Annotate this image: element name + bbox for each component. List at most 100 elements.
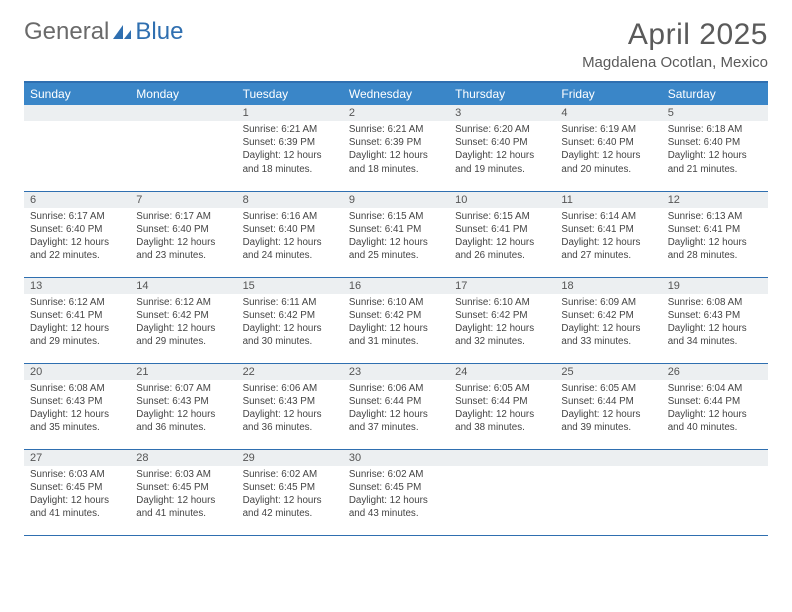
sunset-line: Sunset: 6:40 PM	[561, 136, 655, 149]
sunrise-line: Sunrise: 6:20 AM	[455, 123, 549, 136]
daylight-line: Daylight: 12 hours and 23 minutes.	[136, 236, 230, 262]
daylight-line: Daylight: 12 hours and 33 minutes.	[561, 322, 655, 348]
sunset-line: Sunset: 6:43 PM	[30, 395, 124, 408]
weekday-header: Tuesday	[237, 82, 343, 105]
day-body: Sunrise: 6:06 AMSunset: 6:43 PMDaylight:…	[237, 380, 343, 439]
sunset-line: Sunset: 6:43 PM	[136, 395, 230, 408]
daylight-line: Daylight: 12 hours and 43 minutes.	[349, 494, 443, 520]
calendar-day-cell: 19Sunrise: 6:08 AMSunset: 6:43 PMDayligh…	[662, 277, 768, 363]
daylight-line: Daylight: 12 hours and 31 minutes.	[349, 322, 443, 348]
weekday-header: Monday	[130, 82, 236, 105]
daylight-line: Daylight: 12 hours and 26 minutes.	[455, 236, 549, 262]
calendar-week-row: 27Sunrise: 6:03 AMSunset: 6:45 PMDayligh…	[24, 449, 768, 535]
day-number: 13	[24, 278, 130, 294]
sunrise-line: Sunrise: 6:21 AM	[349, 123, 443, 136]
sunset-line: Sunset: 6:42 PM	[561, 309, 655, 322]
day-number: 3	[449, 105, 555, 121]
sunrise-line: Sunrise: 6:16 AM	[243, 210, 337, 223]
sunset-line: Sunset: 6:44 PM	[455, 395, 549, 408]
day-number: 6	[24, 192, 130, 208]
calendar-week-row: 6Sunrise: 6:17 AMSunset: 6:40 PMDaylight…	[24, 191, 768, 277]
calendar-week-row: 20Sunrise: 6:08 AMSunset: 6:43 PMDayligh…	[24, 363, 768, 449]
day-body: Sunrise: 6:21 AMSunset: 6:39 PMDaylight:…	[343, 121, 449, 180]
calendar-day-cell: 16Sunrise: 6:10 AMSunset: 6:42 PMDayligh…	[343, 277, 449, 363]
sunset-line: Sunset: 6:45 PM	[243, 481, 337, 494]
sunrise-line: Sunrise: 6:12 AM	[136, 296, 230, 309]
sunset-line: Sunset: 6:41 PM	[349, 223, 443, 236]
day-body: Sunrise: 6:05 AMSunset: 6:44 PMDaylight:…	[449, 380, 555, 439]
sunset-line: Sunset: 6:42 PM	[136, 309, 230, 322]
day-number-empty	[449, 450, 555, 466]
day-body: Sunrise: 6:10 AMSunset: 6:42 PMDaylight:…	[449, 294, 555, 353]
sunrise-line: Sunrise: 6:13 AM	[668, 210, 762, 223]
daylight-line: Daylight: 12 hours and 24 minutes.	[243, 236, 337, 262]
day-number: 4	[555, 105, 661, 121]
calendar-day-cell: 29Sunrise: 6:02 AMSunset: 6:45 PMDayligh…	[237, 449, 343, 535]
daylight-line: Daylight: 12 hours and 41 minutes.	[30, 494, 124, 520]
sunset-line: Sunset: 6:40 PM	[243, 223, 337, 236]
sunrise-line: Sunrise: 6:02 AM	[349, 468, 443, 481]
calendar-day-cell: 13Sunrise: 6:12 AMSunset: 6:41 PMDayligh…	[24, 277, 130, 363]
daylight-line: Daylight: 12 hours and 20 minutes.	[561, 149, 655, 175]
sunrise-line: Sunrise: 6:17 AM	[30, 210, 124, 223]
day-number: 19	[662, 278, 768, 294]
day-body: Sunrise: 6:04 AMSunset: 6:44 PMDaylight:…	[662, 380, 768, 439]
sunrise-line: Sunrise: 6:06 AM	[349, 382, 443, 395]
day-number: 9	[343, 192, 449, 208]
day-number: 18	[555, 278, 661, 294]
sunset-line: Sunset: 6:40 PM	[455, 136, 549, 149]
page-title: April 2025	[582, 18, 768, 52]
daylight-line: Daylight: 12 hours and 25 minutes.	[349, 236, 443, 262]
day-number: 11	[555, 192, 661, 208]
calendar-week-row: 1Sunrise: 6:21 AMSunset: 6:39 PMDaylight…	[24, 105, 768, 191]
calendar-day-cell: 17Sunrise: 6:10 AMSunset: 6:42 PMDayligh…	[449, 277, 555, 363]
calendar-day-cell: 25Sunrise: 6:05 AMSunset: 6:44 PMDayligh…	[555, 363, 661, 449]
daylight-line: Daylight: 12 hours and 30 minutes.	[243, 322, 337, 348]
sunrise-line: Sunrise: 6:03 AM	[136, 468, 230, 481]
day-number: 16	[343, 278, 449, 294]
sunrise-line: Sunrise: 6:04 AM	[668, 382, 762, 395]
weekday-header: Sunday	[24, 82, 130, 105]
day-number: 12	[662, 192, 768, 208]
day-number: 14	[130, 278, 236, 294]
sunset-line: Sunset: 6:41 PM	[561, 223, 655, 236]
sunrise-line: Sunrise: 6:19 AM	[561, 123, 655, 136]
daylight-line: Daylight: 12 hours and 28 minutes.	[668, 236, 762, 262]
daylight-line: Daylight: 12 hours and 34 minutes.	[668, 322, 762, 348]
calendar-day-cell: 26Sunrise: 6:04 AMSunset: 6:44 PMDayligh…	[662, 363, 768, 449]
calendar-day-cell: 6Sunrise: 6:17 AMSunset: 6:40 PMDaylight…	[24, 191, 130, 277]
sunset-line: Sunset: 6:39 PM	[349, 136, 443, 149]
day-body: Sunrise: 6:12 AMSunset: 6:42 PMDaylight:…	[130, 294, 236, 353]
day-body: Sunrise: 6:14 AMSunset: 6:41 PMDaylight:…	[555, 208, 661, 267]
day-body: Sunrise: 6:12 AMSunset: 6:41 PMDaylight:…	[24, 294, 130, 353]
day-body: Sunrise: 6:17 AMSunset: 6:40 PMDaylight:…	[24, 208, 130, 267]
day-body: Sunrise: 6:10 AMSunset: 6:42 PMDaylight:…	[343, 294, 449, 353]
calendar-day-cell: 30Sunrise: 6:02 AMSunset: 6:45 PMDayligh…	[343, 449, 449, 535]
sunset-line: Sunset: 6:42 PM	[349, 309, 443, 322]
day-number: 1	[237, 105, 343, 121]
day-body: Sunrise: 6:03 AMSunset: 6:45 PMDaylight:…	[24, 466, 130, 525]
sunrise-line: Sunrise: 6:07 AM	[136, 382, 230, 395]
day-body: Sunrise: 6:18 AMSunset: 6:40 PMDaylight:…	[662, 121, 768, 180]
day-number-empty	[662, 450, 768, 466]
day-body: Sunrise: 6:11 AMSunset: 6:42 PMDaylight:…	[237, 294, 343, 353]
day-number: 25	[555, 364, 661, 380]
day-body: Sunrise: 6:19 AMSunset: 6:40 PMDaylight:…	[555, 121, 661, 180]
weekday-header: Thursday	[449, 82, 555, 105]
day-number: 30	[343, 450, 449, 466]
day-number: 5	[662, 105, 768, 121]
daylight-line: Daylight: 12 hours and 42 minutes.	[243, 494, 337, 520]
day-number: 26	[662, 364, 768, 380]
day-number: 23	[343, 364, 449, 380]
daylight-line: Daylight: 12 hours and 38 minutes.	[455, 408, 549, 434]
header: General Blue April 2025 Magdalena Ocotla…	[24, 18, 768, 71]
daylight-line: Daylight: 12 hours and 36 minutes.	[136, 408, 230, 434]
calendar-day-cell	[555, 449, 661, 535]
calendar-day-cell: 10Sunrise: 6:15 AMSunset: 6:41 PMDayligh…	[449, 191, 555, 277]
sunset-line: Sunset: 6:41 PM	[668, 223, 762, 236]
sunset-line: Sunset: 6:45 PM	[349, 481, 443, 494]
day-body: Sunrise: 6:02 AMSunset: 6:45 PMDaylight:…	[343, 466, 449, 525]
calendar-day-cell: 20Sunrise: 6:08 AMSunset: 6:43 PMDayligh…	[24, 363, 130, 449]
calendar-day-cell: 28Sunrise: 6:03 AMSunset: 6:45 PMDayligh…	[130, 449, 236, 535]
calendar-day-cell: 11Sunrise: 6:14 AMSunset: 6:41 PMDayligh…	[555, 191, 661, 277]
